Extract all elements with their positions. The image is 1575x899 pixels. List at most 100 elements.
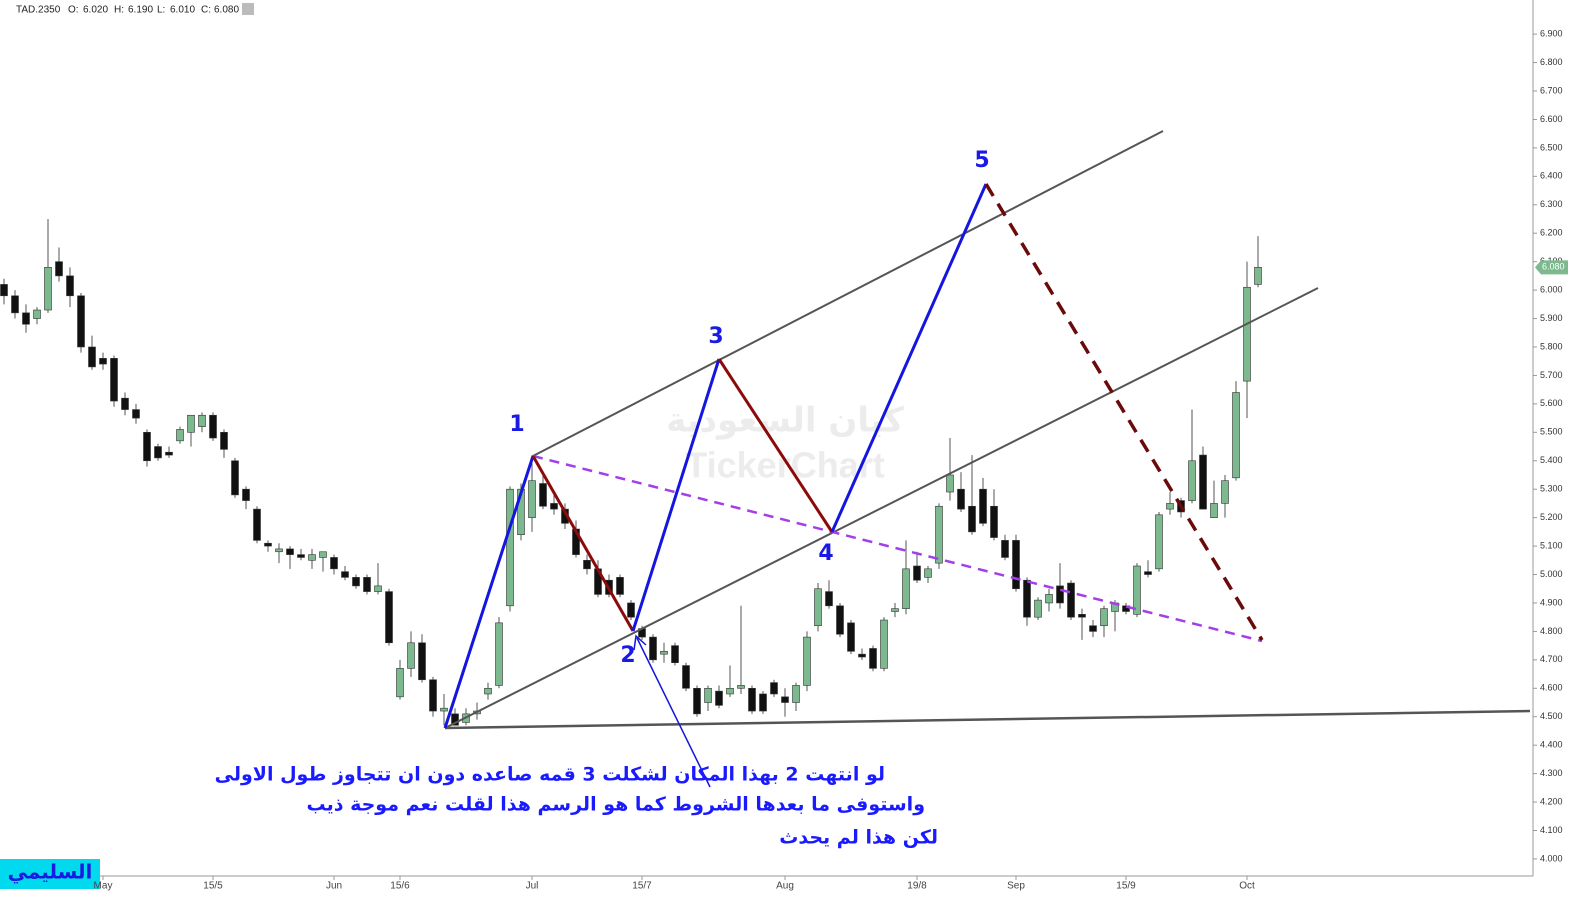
- wave-line: [830, 183, 988, 533]
- candle-body: [803, 636, 811, 686]
- candle-body: [704, 687, 712, 703]
- candle-body: [836, 605, 844, 635]
- base-line: [444, 709, 1531, 730]
- y-tick-label: 6.200: [1540, 228, 1563, 238]
- y-tick-label: 6.900: [1540, 29, 1563, 39]
- wave-label: 1: [509, 412, 524, 437]
- candle-body: [968, 505, 976, 533]
- candle-body: [1188, 460, 1196, 501]
- drawings: [443, 130, 1531, 788]
- candle-body: [957, 488, 965, 510]
- y-tick-label: 4.300: [1540, 768, 1563, 778]
- candle-body: [418, 642, 426, 681]
- candle-body: [429, 679, 437, 712]
- ohlc-label: O:: [68, 5, 79, 16]
- candle-body: [132, 409, 140, 419]
- candle-body: [627, 602, 635, 618]
- candle-body: [440, 707, 448, 712]
- candle-body: [1023, 579, 1031, 618]
- candle-body: [1089, 625, 1097, 632]
- candle-body: [990, 505, 998, 538]
- candle-body: [88, 346, 96, 368]
- candle-body: [979, 488, 987, 524]
- wave-line: [531, 455, 635, 632]
- watermark-text: TickerChart: [685, 445, 884, 486]
- arrow: [636, 637, 711, 788]
- candle-body: [165, 451, 173, 456]
- candle-body: [1045, 594, 1053, 604]
- candle-body: [286, 548, 294, 555]
- candle-body: [891, 608, 899, 612]
- candle-body: [913, 565, 921, 581]
- candle-body: [121, 397, 129, 410]
- candle-body: [693, 687, 701, 715]
- x-tick-label: Aug: [776, 881, 794, 892]
- last-price-label: 6.080: [1542, 262, 1565, 272]
- candle-body: [1144, 571, 1152, 575]
- candle-body: [264, 542, 272, 547]
- candle-body: [242, 488, 250, 501]
- candle-body: [154, 446, 162, 459]
- menu-button[interactable]: [242, 3, 254, 15]
- candle-body: [781, 696, 789, 703]
- y-tick-label: 4.000: [1540, 853, 1563, 863]
- candle-body: [451, 713, 459, 726]
- y-tick-label: 6.500: [1540, 142, 1563, 152]
- candle-body: [1100, 608, 1108, 627]
- candle-body: [1210, 503, 1218, 518]
- y-tick-label: 5.200: [1540, 512, 1563, 522]
- candle-body: [1199, 454, 1207, 510]
- y-tick-label: 4.800: [1540, 626, 1563, 636]
- candle-body: [66, 275, 74, 297]
- candle-body: [770, 682, 778, 695]
- channel-line: [532, 130, 1164, 457]
- channel-line: [444, 287, 1319, 729]
- candle-body: [858, 653, 866, 658]
- candle-body: [22, 312, 30, 325]
- candle-body: [583, 559, 591, 570]
- y-tick-label: 4.500: [1540, 711, 1563, 721]
- candle-body: [814, 588, 822, 627]
- candle-body: [374, 585, 382, 592]
- y-tick-label: 4.600: [1540, 683, 1563, 693]
- ohlc-value: 6.080: [214, 5, 239, 16]
- x-tick-label: 15/7: [632, 881, 652, 892]
- y-tick-label: 5.400: [1540, 455, 1563, 465]
- candle-body: [143, 432, 151, 462]
- y-tick-label: 5.600: [1540, 398, 1563, 408]
- candle-body: [880, 619, 888, 669]
- candle-body: [1166, 503, 1174, 510]
- candle-body: [341, 571, 349, 578]
- projection-line: [984, 183, 1264, 641]
- y-tick-label: 4.200: [1540, 796, 1563, 806]
- candle-body: [924, 568, 932, 578]
- candle-body: [847, 622, 855, 652]
- note-line: لكن هذا لم يحدث: [779, 827, 938, 849]
- candle-body: [33, 309, 41, 319]
- candle-body: [946, 474, 954, 493]
- wave-line: [443, 455, 535, 729]
- candle-body: [176, 429, 184, 442]
- candle-body: [55, 261, 63, 277]
- candle-body: [253, 508, 261, 541]
- wave-label: 3: [708, 324, 723, 349]
- candle-body: [1155, 514, 1163, 570]
- candle-body: [649, 636, 657, 661]
- candle-body: [44, 267, 52, 311]
- candle-body: [308, 554, 316, 561]
- candle-body: [495, 622, 503, 686]
- y-tick-label: 5.800: [1540, 341, 1563, 351]
- candle-body: [1078, 614, 1086, 618]
- candle-body: [935, 505, 943, 564]
- watermark-text: كيان السعودية: [666, 401, 904, 441]
- candle-body: [660, 651, 668, 655]
- candle-body: [902, 568, 910, 609]
- ohlc-value: 6.020: [83, 5, 108, 16]
- y-tick-label: 5.900: [1540, 313, 1563, 323]
- wave-line: [717, 358, 834, 533]
- candle-body: [682, 665, 690, 689]
- symbol: TAD.2350: [16, 5, 61, 16]
- candle-body: [550, 503, 558, 510]
